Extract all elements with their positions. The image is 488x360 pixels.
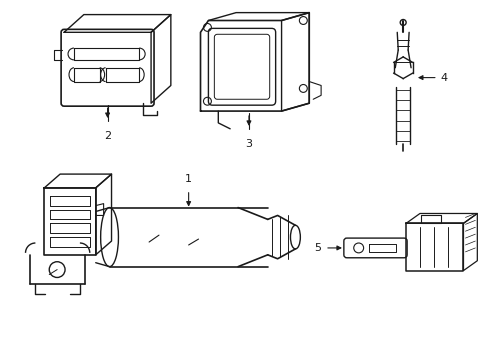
Text: 4: 4 (440, 73, 447, 82)
Text: 2: 2 (104, 131, 111, 141)
Text: 3: 3 (245, 139, 252, 149)
Text: 5: 5 (313, 243, 321, 253)
Text: 1: 1 (185, 174, 192, 184)
